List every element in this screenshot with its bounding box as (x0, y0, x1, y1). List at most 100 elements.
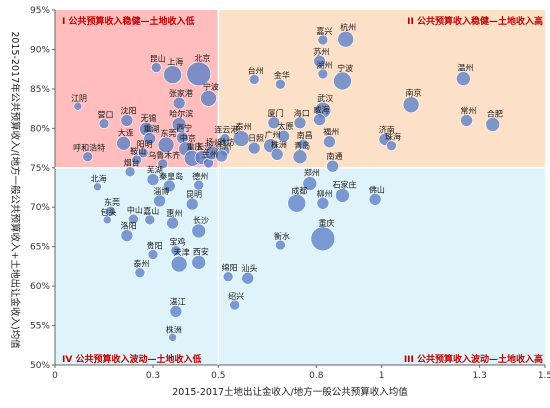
bubble-label: 金华 (274, 70, 290, 80)
bubble-label: 常州 (460, 106, 476, 115)
bubble-point (317, 68, 329, 80)
bubble-point (105, 205, 116, 217)
bubble-label: 合肥 (487, 108, 503, 118)
bubble-point (232, 130, 250, 147)
bubble-point (170, 245, 182, 256)
y-tick-label: 65% (30, 243, 50, 253)
bubble-point (386, 140, 397, 151)
bubble-point (157, 158, 169, 170)
bubble-point (116, 136, 131, 151)
bubble-label: 北京 (194, 53, 210, 63)
bubble-point (120, 114, 134, 127)
bubble-point (150, 62, 162, 73)
bubble-label: 郑州 (304, 168, 320, 178)
bubble-label: 武汉 (317, 93, 333, 103)
bubble-label: 贵阳 (147, 241, 163, 251)
y-tick-label: 70% (30, 203, 50, 213)
bubble-label: 衡水 (274, 231, 290, 241)
bubble-label: 扬州 (206, 137, 222, 147)
bubble-label: 威海 (313, 105, 329, 115)
x-tick-label: 1.5 (538, 371, 550, 381)
bubble-point (485, 117, 501, 132)
bubbles (73, 30, 501, 342)
y-tick-label: 90% (30, 45, 50, 55)
bubble-point (143, 132, 157, 145)
x-axis-title: 2015-2017土地出让金收入/地方一般公共预算收入均值 (172, 386, 408, 398)
bubble-point (163, 65, 182, 84)
bubble-label: 福州 (323, 128, 339, 137)
bubble-point (168, 333, 177, 342)
bubble-label: 杭州 (340, 22, 356, 32)
quadrant-labels: I 公共预算收入稳健—土地收入低 II 公共预算收入稳健—土地收入高 III 公… (62, 15, 543, 365)
bubble-label: 鞍山 (130, 146, 146, 156)
bubble-label: 青岛 (294, 141, 310, 151)
bubble-point (310, 226, 336, 252)
bubble-point (335, 188, 350, 203)
bubble-label: 厦门 (268, 108, 284, 118)
bubble-point (333, 71, 352, 91)
bubble-label: 长沙 (193, 215, 209, 225)
bubble-label: 苏州 (313, 46, 329, 56)
quadrant-1-label: I 公共预算收入稳健—土地收入低 (62, 15, 194, 27)
bubble-label: 连云港 (214, 125, 238, 135)
bubble-label: 芜湖 (147, 165, 163, 175)
bubble-point (215, 149, 228, 163)
bubble-label: 湛江 (170, 297, 186, 306)
bubble-label: 宁波 (337, 63, 353, 73)
bubble-label: 大连 (118, 127, 134, 137)
bubble-label: 潍坊 (218, 137, 234, 147)
bubble-label: 西安 (193, 246, 209, 256)
bubble-label: 汕头 (242, 263, 258, 273)
bubble-label: 泰州 (236, 122, 252, 132)
bubble-point (185, 197, 199, 211)
bubble-label: 呼和浩特 (73, 143, 105, 153)
bubble-point (297, 138, 309, 150)
bubble-point (128, 213, 139, 225)
x-tick-label: 1.3 (473, 371, 487, 381)
bubble-label: 中京 (180, 133, 196, 143)
bubble-label: 上海 (167, 57, 183, 67)
bubble-point (102, 215, 112, 225)
bubble-label: 石家庄 (333, 179, 357, 189)
bubble-label: 台州 (248, 65, 264, 75)
bubble-label: 天津 (174, 247, 190, 257)
bubble-point (293, 116, 307, 130)
y-axis-title: 2015-2017年公共预算收入/(地方一般公共预算收入+土地出让金收入)均值 (9, 31, 21, 349)
bubble-point (186, 61, 212, 87)
bubble-label: 昆明 (186, 190, 202, 199)
bubble-point (292, 149, 308, 165)
bubble-label: 张家港 (169, 88, 193, 98)
bubble-point (313, 113, 326, 126)
y-tick-label: 95% (30, 6, 50, 16)
bubble-point (166, 216, 179, 230)
bubble-label: 广州 (265, 130, 281, 140)
bubble-point (316, 196, 330, 210)
bubble-point (93, 182, 102, 192)
bubble-point (402, 96, 420, 113)
bubble-point (275, 239, 286, 251)
x-tick-label: 0.5 (211, 371, 225, 381)
y-tick-label: 60% (30, 282, 50, 292)
x-tick-label: 1 (379, 371, 385, 381)
bubble-point (137, 147, 149, 159)
bubble-label: 湖州 (316, 61, 332, 70)
bubble-point (193, 179, 205, 191)
bubble-label: 昆山 (150, 54, 166, 64)
bubble-point (326, 159, 339, 173)
quadrant-4-label: IV 公共预算收入波动—土地收入低 (62, 353, 201, 365)
quadrant-1-bg (55, 10, 219, 168)
bubble-point (248, 74, 260, 85)
bubble-label: 泰州 (133, 259, 149, 269)
bubble-label: 江阴 (71, 94, 87, 103)
bubble-label: 兰州 (202, 149, 218, 159)
y-tick-label: 80% (30, 124, 50, 134)
bubble-label: 株洲 (271, 139, 287, 149)
bubble-label: 秦皇岛 (159, 171, 183, 181)
bubble-point (146, 173, 160, 186)
bubble-label: 日照 (248, 134, 264, 143)
bubble-label: 宝鸡 (169, 237, 185, 247)
bubble-point (277, 129, 290, 143)
bubble-point (134, 267, 146, 279)
bubble-point (170, 255, 188, 273)
